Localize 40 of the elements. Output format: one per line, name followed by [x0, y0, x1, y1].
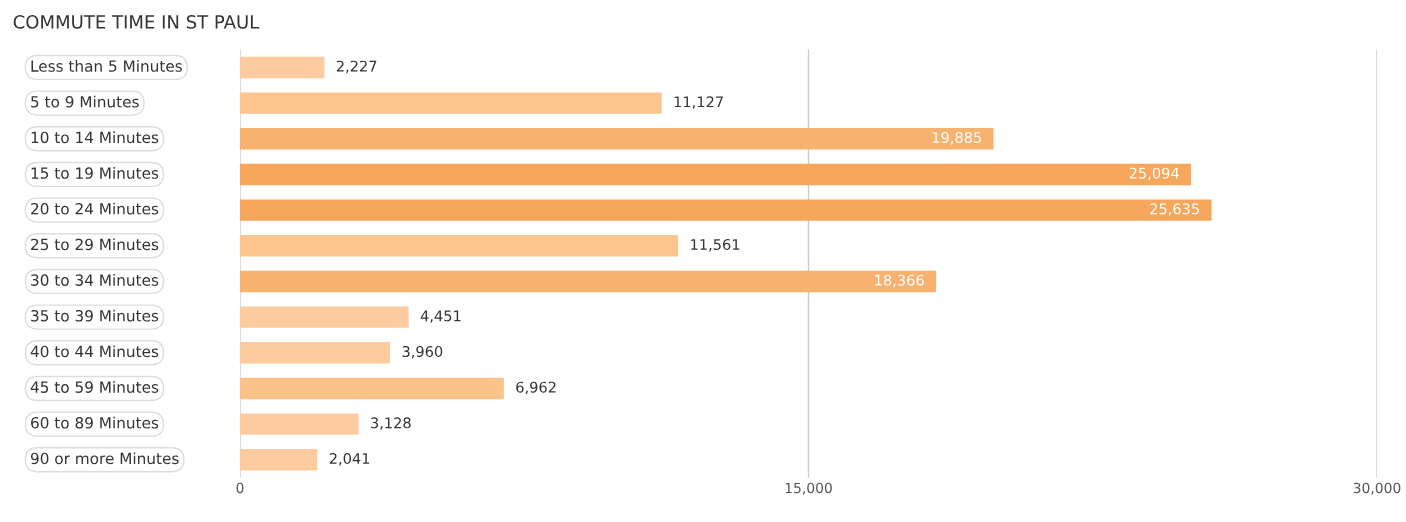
x-tick-label: 15,000: [785, 482, 832, 495]
y-tick-label: 5 to 9 Minutes: [31, 95, 139, 108]
data-label: 19,885: [932, 131, 981, 145]
y-tick-label: Less than 5 Minutes: [31, 60, 182, 72]
y-tick-label: 35 to 39 Minutes: [31, 309, 159, 322]
data-label: 18,366: [875, 274, 924, 288]
data-label: 6,962: [516, 381, 556, 395]
bar: [240, 449, 318, 471]
y-tick-label: 40 to 44 Minutes: [30, 345, 159, 358]
x-tick-label: 30,000: [1353, 482, 1401, 495]
x-tick-label: 0: [236, 482, 244, 494]
y-tick-label: 20 to 24 Minutes: [31, 202, 159, 215]
bar: [240, 199, 1212, 221]
y-tick-label: 90 or more Minutes: [30, 452, 179, 465]
y-tick-label: 15 to 19 Minutes: [31, 167, 159, 179]
y-tick-label: 60 to 89 Minutes: [31, 416, 159, 429]
data-label: 11,127: [674, 96, 723, 109]
data-label: 25,094: [1129, 167, 1179, 181]
bar: [240, 92, 662, 114]
data-label: 4,451: [420, 310, 461, 323]
bar: [240, 377, 504, 400]
bar: [240, 413, 359, 435]
bar: [240, 56, 325, 79]
bar: [240, 163, 1192, 186]
bar: [240, 270, 937, 293]
y-tick-label: 45 to 59 Minutes: [30, 381, 159, 393]
chart-title: COMMUTE TIME IN ST PAUL: [13, 15, 260, 29]
bar: [240, 128, 994, 150]
data-label: 3,960: [402, 345, 443, 359]
data-label: 2,041: [329, 453, 370, 466]
data-label: 25,635: [1150, 203, 1199, 216]
data-label: 3,128: [371, 417, 411, 430]
data-label: 11,561: [691, 238, 740, 252]
data-label: 2,227: [336, 60, 377, 74]
y-tick-label: 25 to 29 Minutes: [31, 238, 159, 251]
bar: [240, 306, 409, 328]
bar: [240, 342, 391, 364]
y-tick-label: 10 to 14 Minutes: [31, 131, 159, 144]
y-tick-label: 30 to 34 Minutes: [31, 274, 159, 286]
bar: [240, 235, 679, 257]
